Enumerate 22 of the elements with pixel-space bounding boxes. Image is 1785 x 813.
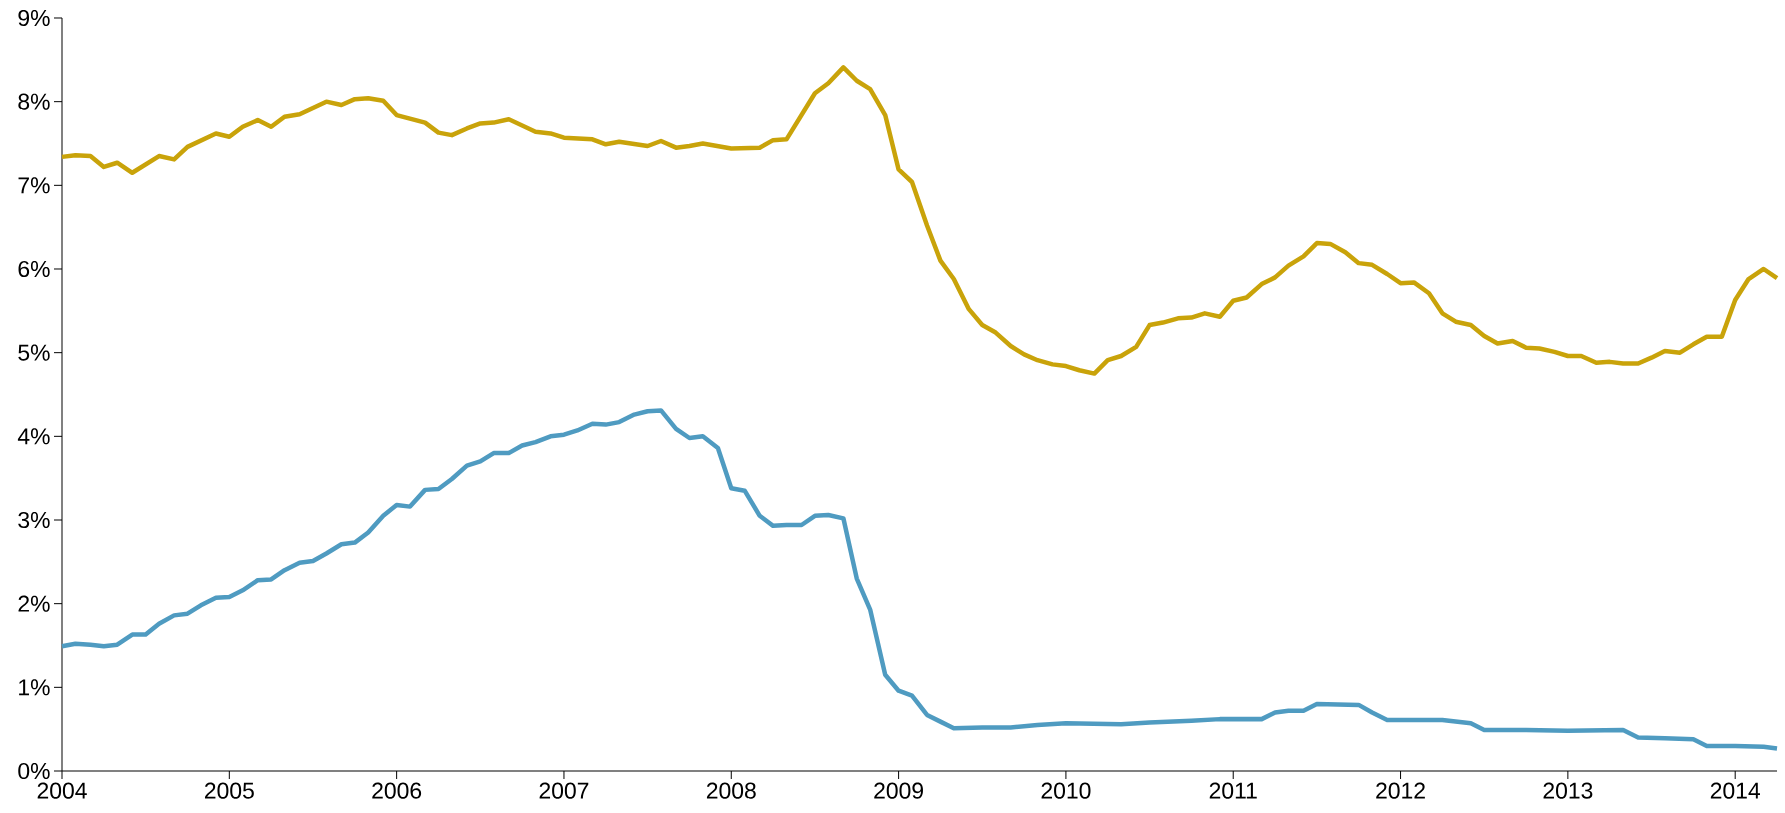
line-series: [59, 65, 1780, 376]
y-tick-label: 4%: [17, 428, 50, 445]
x-tick-label: 2011: [1209, 782, 1257, 799]
x-tick-label: 2004: [37, 782, 87, 799]
x-tick-label: 2005: [204, 782, 254, 799]
y-tick-label: 8%: [18, 93, 50, 110]
x-tick-label: 2009: [874, 782, 923, 799]
x-tick-label: 2012: [1376, 782, 1425, 799]
x-tick-label: 2008: [706, 782, 756, 799]
x-tick-label: 2014: [1710, 782, 1760, 799]
y-tick-label: 1%: [19, 679, 50, 696]
x-tick-label: 2010: [1041, 782, 1091, 799]
y-tick-label: 6%: [18, 260, 50, 278]
y-tick-label: 5%: [18, 344, 50, 361]
y-tick-label: 0%: [18, 762, 50, 780]
x-tick-label: 2007: [539, 782, 589, 799]
y-tick-label: 7%: [18, 177, 50, 194]
y-tick-label: 2%: [18, 595, 50, 612]
y-tick-label: 9%: [18, 9, 50, 27]
y-tick-label: 3%: [18, 511, 50, 529]
x-tick-label: 2006: [372, 782, 422, 799]
x-tick-label: 2013: [1543, 782, 1593, 799]
